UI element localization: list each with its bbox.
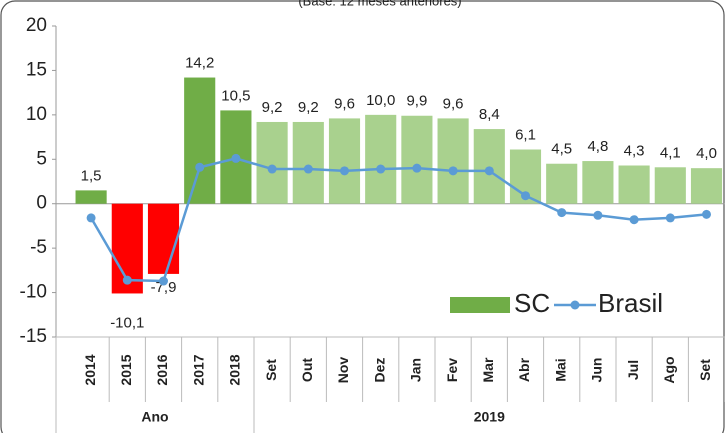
bar <box>437 118 469 204</box>
group-label: 2019 <box>474 409 505 425</box>
legend-label: SC <box>514 288 550 318</box>
bar <box>401 115 433 204</box>
data-label: 9,9 <box>406 93 427 110</box>
x-tick-label: Abr <box>516 357 532 382</box>
bar <box>654 167 686 204</box>
x-tick-label: Set <box>263 359 279 381</box>
y-tick-label: 0 <box>36 193 47 214</box>
line-point <box>702 209 711 219</box>
data-label: 8,4 <box>479 106 500 123</box>
data-label: 9,2 <box>298 99 319 116</box>
bar <box>147 203 180 274</box>
line-point <box>303 164 313 174</box>
bar <box>582 161 614 204</box>
x-tick-label: Jul <box>625 360 641 380</box>
line-point <box>231 153 241 163</box>
line-point <box>629 215 639 225</box>
line-point <box>340 166 349 176</box>
y-tick-label: -15 <box>20 326 47 347</box>
data-label: 4,8 <box>587 138 608 155</box>
group-label: Ano <box>141 409 168 425</box>
line-point <box>665 213 675 223</box>
data-label: 1,5 <box>81 167 102 184</box>
x-tick-label: Set <box>697 359 713 381</box>
data-label: 14,2 <box>185 55 214 72</box>
line <box>90 157 707 283</box>
data-label: -10,1 <box>110 314 144 331</box>
data-label: 4,0 <box>696 145 717 162</box>
bar <box>546 163 578 204</box>
y-tick-label: -5 <box>30 237 47 258</box>
chart-subtitle: (Base: 12 meses anteriores) <box>298 0 461 8</box>
legend-marker <box>570 300 580 310</box>
line-point <box>593 210 603 220</box>
y-tick-label: 20 <box>26 15 47 36</box>
x-tick-label: 2018 <box>227 354 243 385</box>
line-point <box>86 213 96 223</box>
line-point <box>521 191 530 201</box>
line-point <box>267 164 277 174</box>
y-tick-label: 10 <box>26 104 47 125</box>
x-tick-label: 2015 <box>118 354 134 385</box>
data-label: 6,1 <box>515 126 536 143</box>
line-point <box>412 163 422 173</box>
data-label: 10,0 <box>366 92 395 109</box>
x-tick-label: Mai <box>552 358 568 381</box>
line-point <box>122 275 132 285</box>
data-label: 9,2 <box>262 99 283 116</box>
x-tick-label: Jun <box>589 358 605 383</box>
bar <box>690 168 723 204</box>
bar <box>75 190 107 204</box>
line-point <box>484 166 494 176</box>
line-point <box>448 166 458 176</box>
data-label: 4,3 <box>624 142 645 159</box>
x-tick-label: 2014 <box>82 354 98 385</box>
bar <box>328 118 361 204</box>
line-point <box>195 162 205 172</box>
bar <box>618 165 650 204</box>
data-label: 9,6 <box>334 95 355 112</box>
x-tick-label: Nov <box>335 357 351 384</box>
y-tick-label: -10 <box>20 282 47 303</box>
y-tick-label: 5 <box>36 148 47 169</box>
data-label: 4,5 <box>551 141 572 158</box>
x-tick-label: Ago <box>661 356 677 383</box>
data-label: 4,1 <box>660 144 681 161</box>
x-tick-label: 2017 <box>190 354 206 385</box>
line-point <box>557 208 567 218</box>
data-label: 10,5 <box>221 87 250 104</box>
bar <box>256 121 288 204</box>
bar <box>184 77 216 204</box>
data-label: -7,9 <box>151 279 177 296</box>
x-tick-label: Dez <box>371 358 387 383</box>
x-tick-label: Jan <box>408 358 424 382</box>
x-tick-label: Fev <box>444 358 460 382</box>
x-tick-label: Mar <box>480 357 496 382</box>
y-tick-label: 15 <box>26 59 47 80</box>
x-tick-label: 2016 <box>154 354 170 385</box>
legend-label: Brasil <box>598 288 663 318</box>
bar <box>365 114 397 204</box>
bar <box>292 121 324 204</box>
legend-swatch <box>450 297 510 313</box>
data-label: 9,6 <box>443 95 464 112</box>
x-tick-label: Out <box>299 358 315 382</box>
line-point <box>159 276 168 286</box>
line-point <box>376 164 386 174</box>
